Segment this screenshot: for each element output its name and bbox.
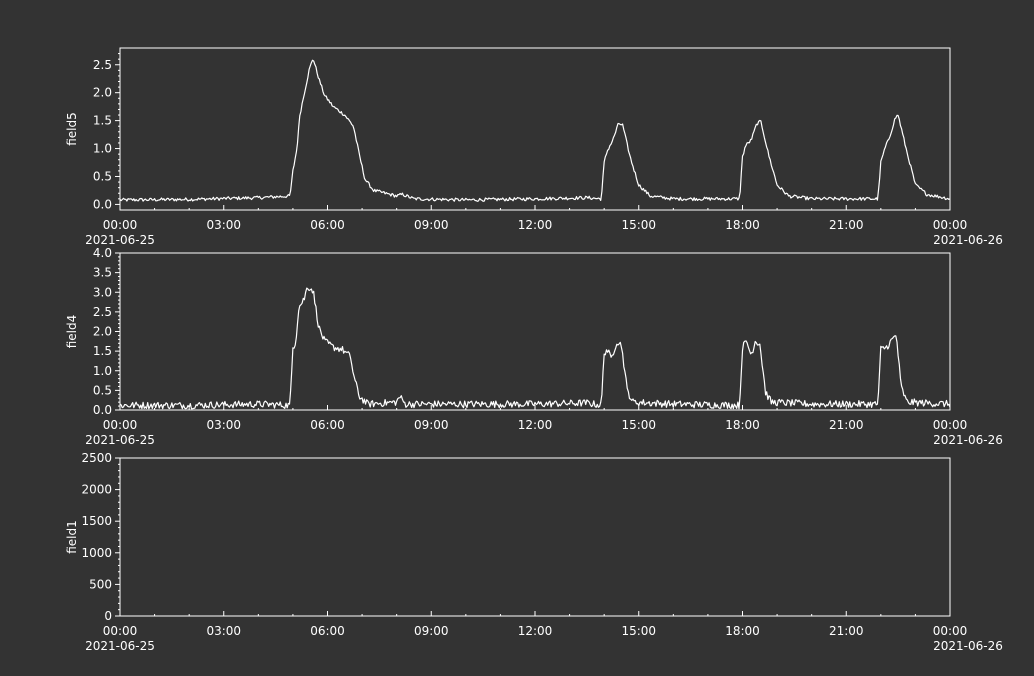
x-tick-date-label: 2021-06-26	[933, 433, 1003, 447]
y-tick-label: 4.0	[93, 246, 112, 260]
y-tick-label: 500	[89, 577, 112, 591]
y-tick-label: 0.0	[93, 197, 112, 211]
x-tick-label: 00:00	[103, 624, 138, 638]
x-tick-date-label: 2021-06-25	[85, 233, 155, 247]
x-tick-label: 15:00	[621, 624, 656, 638]
x-tick-label: 18:00	[725, 418, 760, 432]
y-tick-label: 0.0	[93, 403, 112, 417]
y-tick-label: 3.0	[93, 285, 112, 299]
x-tick-label: 03:00	[206, 624, 241, 638]
x-tick-label: 03:00	[206, 418, 241, 432]
x-tick-label: 15:00	[621, 218, 656, 232]
y-tick-label: 2.5	[93, 58, 112, 72]
y-tick-label: 1.0	[93, 364, 112, 378]
y-tick-label: 0.5	[93, 383, 112, 397]
x-tick-label: 06:00	[310, 418, 345, 432]
x-tick-label: 15:00	[621, 418, 656, 432]
chart-panel-field1: 0500100015002000250000:002021-06-2503:00…	[65, 451, 1003, 653]
x-tick-date-label: 2021-06-26	[933, 233, 1003, 247]
plot-frame	[119, 47, 951, 211]
x-tick-label: 18:00	[725, 624, 760, 638]
y-tick-label: 2.0	[93, 325, 112, 339]
y-tick-label: 2000	[81, 483, 112, 497]
x-tick-label: 12:00	[518, 418, 553, 432]
y-tick-label: 1000	[81, 546, 112, 560]
y-tick-label: 3.5	[93, 266, 112, 280]
plot-frame	[119, 252, 951, 411]
x-tick-label: 09:00	[414, 218, 449, 232]
y-tick-label: 1500	[81, 514, 112, 528]
x-tick-date-label: 2021-06-25	[85, 639, 155, 653]
chart-panel-field4: 0.00.51.01.52.02.53.03.54.000:002021-06-…	[65, 246, 1003, 447]
plot-frame	[119, 457, 951, 617]
y-tick-label: 1.5	[93, 344, 112, 358]
y-tick-label: 1.0	[93, 142, 112, 156]
x-tick-label: 18:00	[725, 218, 760, 232]
x-tick-label: 00:00	[103, 218, 138, 232]
x-tick-label: 03:00	[206, 218, 241, 232]
x-tick-label: 12:00	[518, 218, 553, 232]
y-tick-label: 1.5	[93, 114, 112, 128]
y-tick-label: 2.0	[93, 86, 112, 100]
x-tick-label: 00:00	[933, 218, 968, 232]
x-tick-label: 06:00	[310, 624, 345, 638]
x-tick-date-label: 2021-06-26	[933, 639, 1003, 653]
x-tick-label: 00:00	[933, 624, 968, 638]
series-line-0	[119, 59, 951, 202]
y-tick-label: 0	[104, 609, 112, 623]
x-tick-label: 00:00	[103, 418, 138, 432]
x-tick-date-label: 2021-06-25	[85, 433, 155, 447]
y-axis-label: field1	[65, 520, 79, 554]
x-tick-label: 21:00	[829, 218, 864, 232]
x-tick-label: 09:00	[414, 418, 449, 432]
y-axis-label: field5	[65, 112, 79, 146]
y-tick-label: 2.5	[93, 305, 112, 319]
x-tick-label: 12:00	[518, 624, 553, 638]
y-tick-label: 0.5	[93, 169, 112, 183]
x-tick-label: 06:00	[310, 218, 345, 232]
series-line-0	[119, 287, 951, 410]
y-axis-label: field4	[65, 315, 79, 349]
x-tick-label: 00:00	[933, 418, 968, 432]
x-tick-label: 21:00	[829, 624, 864, 638]
y-tick-label: 2500	[81, 451, 112, 465]
x-tick-label: 09:00	[414, 624, 449, 638]
x-tick-label: 21:00	[829, 418, 864, 432]
